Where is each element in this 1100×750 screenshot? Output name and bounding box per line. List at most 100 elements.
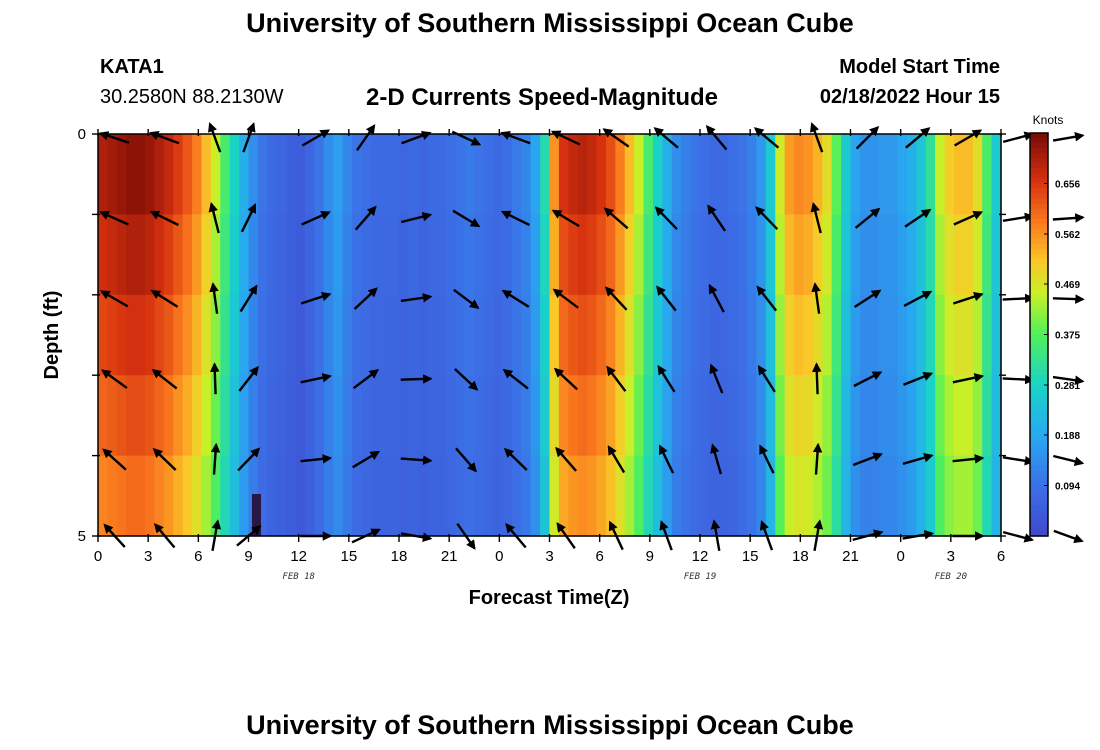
date-label: FEB 19 [684,572,717,582]
heatmap-cell [361,294,372,376]
heatmap-cell [652,294,663,376]
heatmap-cell [822,455,833,537]
current-vector [952,454,985,464]
heatmap-cell [775,455,786,537]
heatmap-cell [925,134,936,215]
heatmap-cell [474,455,485,537]
heatmap-cell [652,214,663,296]
current-vector [1052,294,1085,304]
heatmap-cell [568,375,579,457]
colorbar-segment [1030,445,1048,451]
current-vector [300,454,333,464]
heatmap-cell [304,455,315,537]
heatmap-cell [587,375,598,457]
heatmap-cell [192,294,203,376]
heatmap-cell [107,214,118,296]
heatmap-cell [154,455,165,537]
heatmap-cell [323,214,334,296]
heatmap-cell [577,294,588,376]
current-vector [452,209,481,228]
heatmap-cell [493,375,504,457]
heatmap-cell [624,134,635,215]
heatmap-cell [700,134,711,215]
colorbar-segment [1030,364,1048,371]
heatmap-cell [239,214,250,296]
colorbar-segment [1030,163,1048,169]
current-vector [904,208,932,228]
heatmap-cell [502,375,513,457]
colorbar-segment [1030,394,1048,401]
heatmap-cell [389,134,400,215]
heatmap-cell [427,134,438,215]
heatmap-cell [126,214,137,296]
heatmap-cell [615,134,626,215]
current-vector [905,127,931,149]
heatmap-cell [737,455,748,537]
heatmap-cell [370,214,381,296]
current-vector [353,287,378,310]
heatmap-cell [681,134,692,215]
heatmap-cell [906,455,917,537]
heatmap-cell [643,294,654,376]
heatmap-cell [210,134,221,215]
heatmap-cell [286,375,297,457]
heatmap-cell [935,134,946,215]
heatmap-cell [662,134,673,215]
x-tick-label: 6 [194,548,202,565]
heatmap-cell [558,375,569,457]
heatmap-cell [878,214,889,296]
current-vector [1002,374,1035,385]
colorbar-segment [1030,435,1048,441]
current-vector [151,368,178,390]
heatmap-cell [577,134,588,215]
heatmap-cell [944,294,955,376]
heatmap-cell [634,134,645,215]
heatmap-cell [286,134,297,215]
colorbar-segment [1030,349,1048,356]
colorbar-segment [1030,460,1048,467]
heatmap-cell [737,294,748,376]
heatmap-cell [624,214,635,296]
heatmap-cell [841,375,852,457]
current-vector [301,211,331,226]
station-name: KATA1 [100,56,164,78]
current-vector [101,369,128,389]
current-vector [551,209,580,228]
heatmap-cell [239,455,250,537]
heatmap-cell [248,294,259,376]
heatmap-cell [351,134,362,215]
heatmap-cell [916,294,927,376]
current-vector [1002,293,1035,304]
heatmap-cell [850,375,861,457]
station-coords: 30.2580N 88.2130W [100,86,284,108]
heatmap-cell [239,134,250,215]
colorbar-segment [1030,405,1048,411]
heatmap-cell [502,214,513,296]
current-vector [853,371,883,388]
colorbar-segment [1030,420,1048,426]
heatmap-cell [878,294,889,376]
current-vector [208,202,220,234]
heatmap-cell [643,214,654,296]
heatmap-cell [615,455,626,537]
heatmap-cell [154,294,165,376]
heatmap-cell [916,214,927,296]
heatmap-cell [135,134,146,215]
heatmap-cell [540,134,551,215]
heatmap-cell [972,455,983,537]
heatmap-cell [295,375,306,457]
heatmap-cell [728,375,739,457]
colorbar-segment [1030,510,1048,517]
heatmap-cell [540,294,551,376]
colorbar-segment [1030,384,1048,391]
heatmap-cell [558,214,569,296]
heatmap-cell [869,294,880,376]
heatmap-cell [220,134,231,215]
heatmap-cell [953,375,964,457]
heatmap-cell [718,455,729,537]
heatmap-cell [897,375,908,457]
current-vector [100,290,129,308]
heatmap-cell [192,134,203,215]
heatmap-cell [521,134,532,215]
x-tick-label: 21 [842,548,859,565]
